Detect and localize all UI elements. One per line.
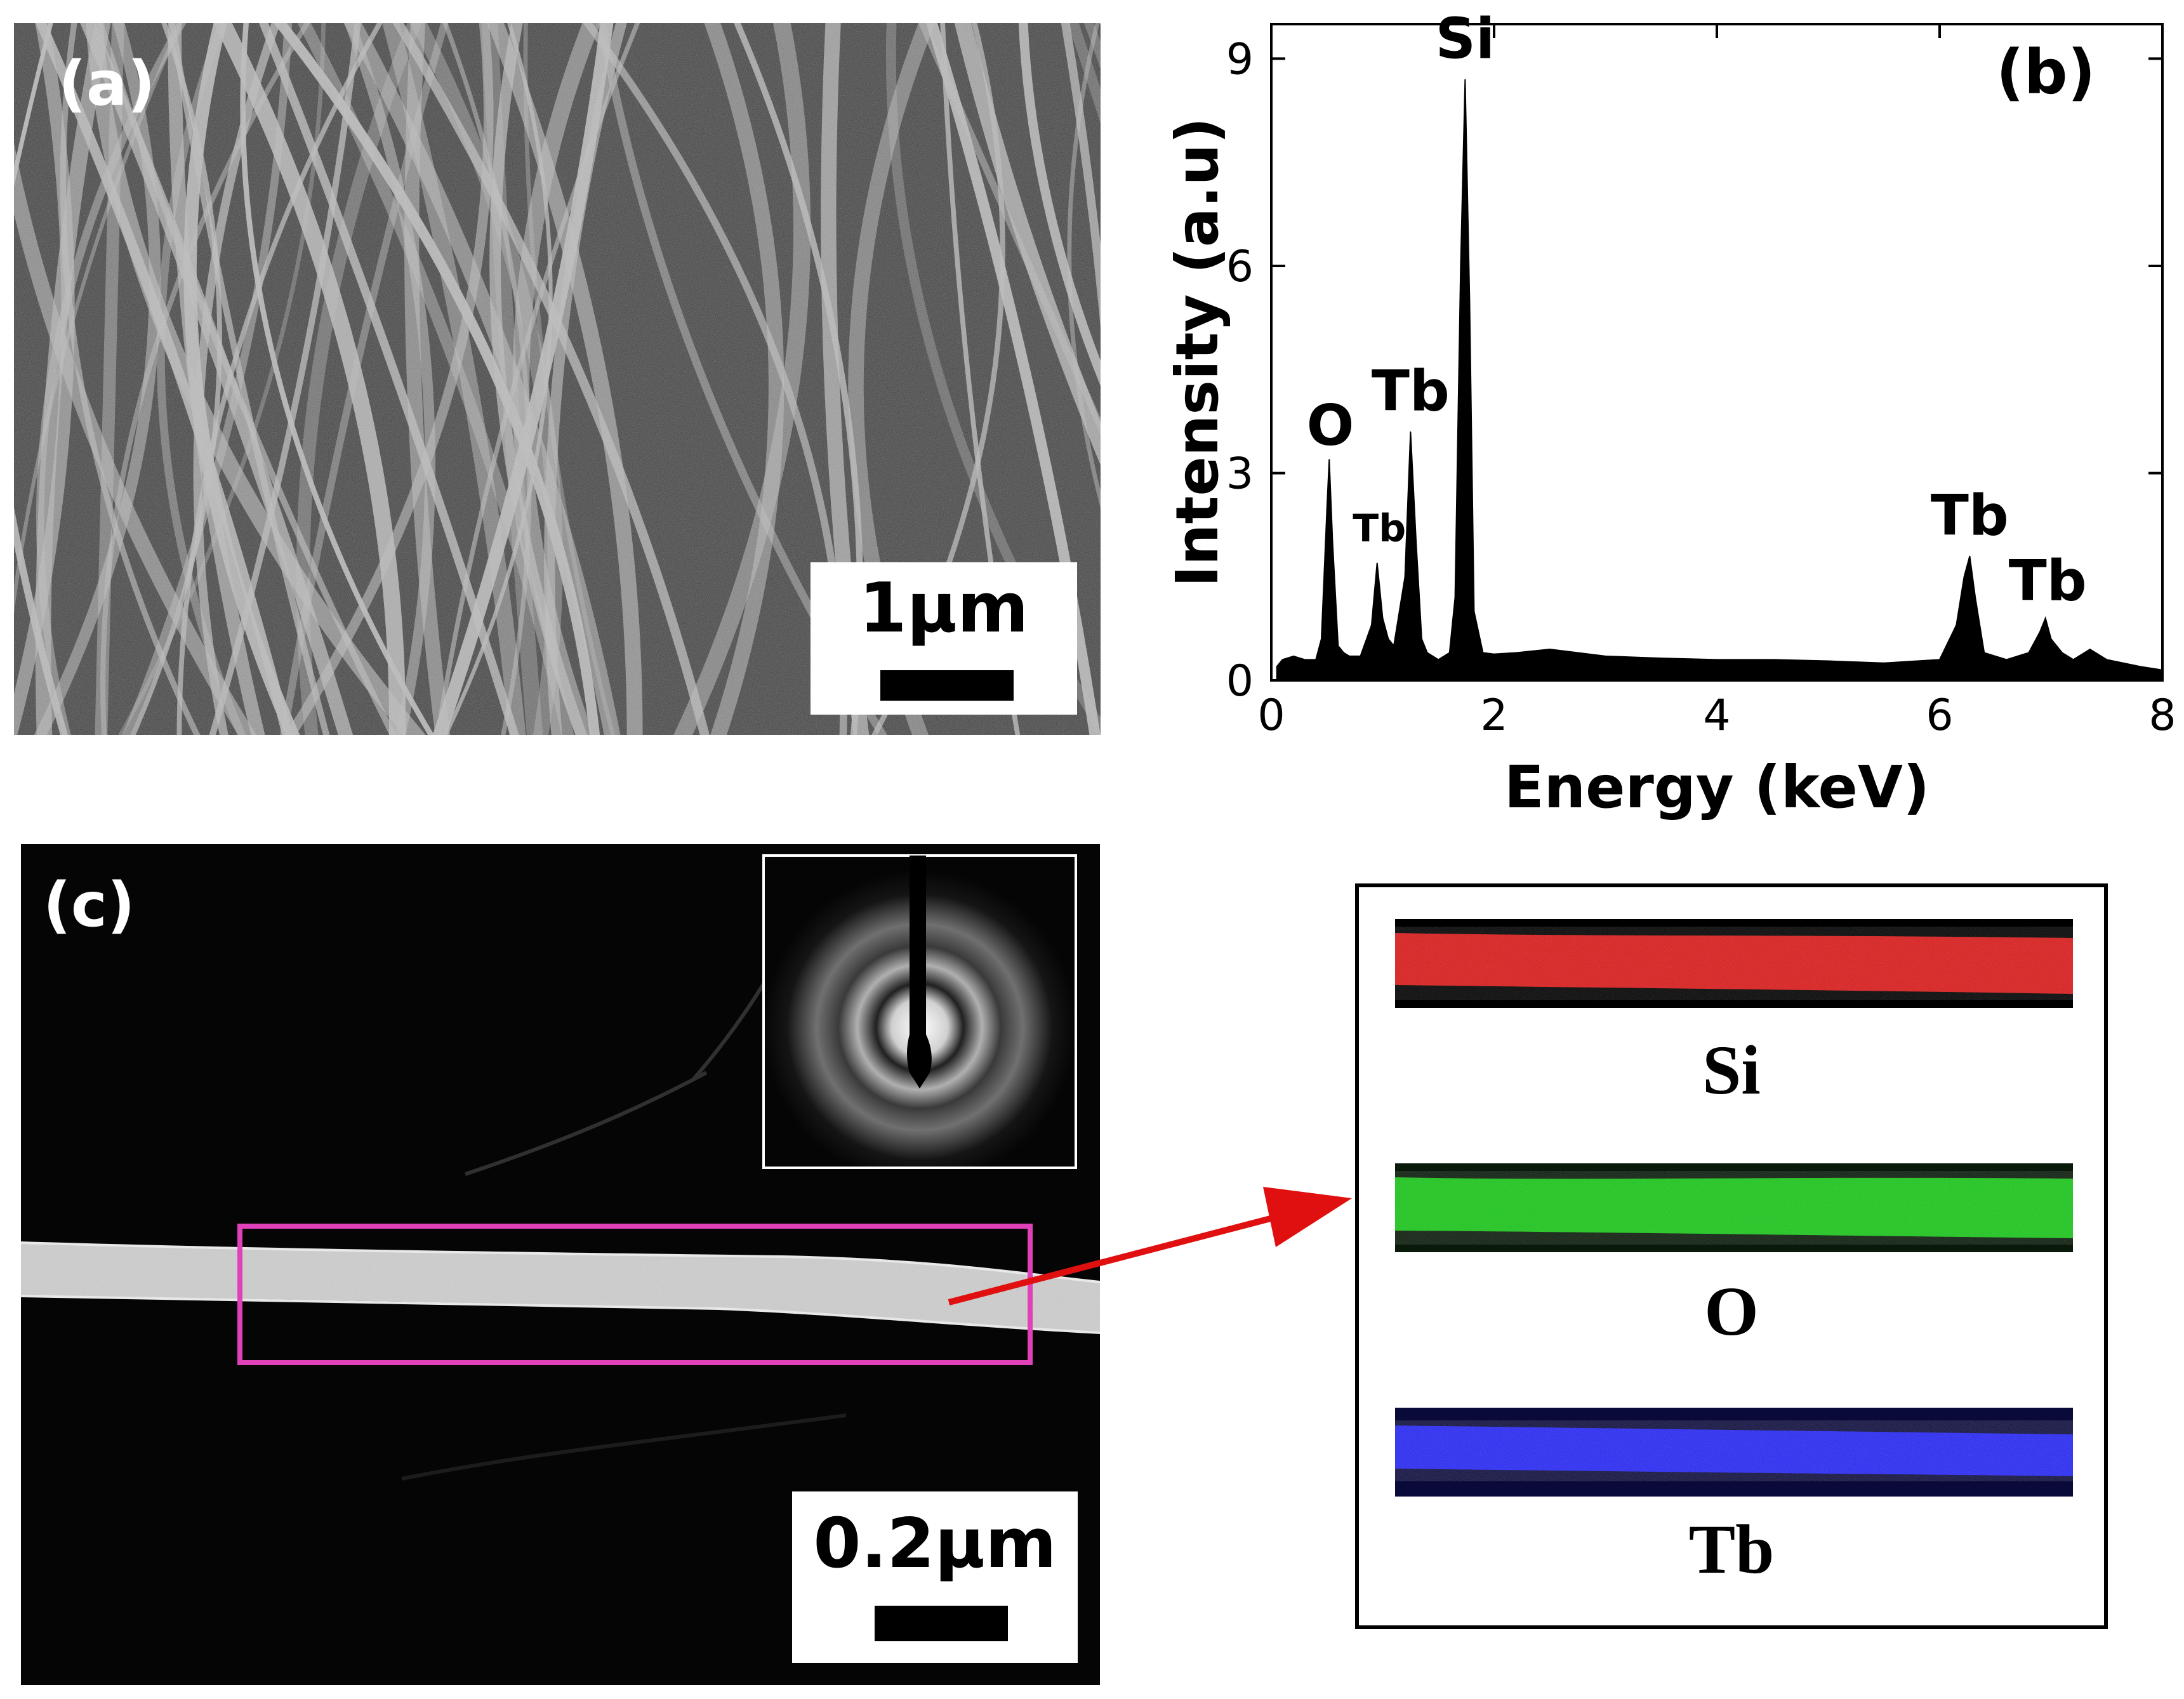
spectrum-point [1772, 659, 1773, 660]
peak-label: Tb [2009, 548, 2087, 614]
si-map-strip [1395, 919, 2073, 1008]
scale-bar-c [875, 1606, 1008, 1641]
spectrum-series [1276, 79, 2163, 681]
panel-a-label: (a) [58, 48, 156, 119]
spectrum-point [1282, 659, 1283, 660]
scale-bar-box: 1μm [811, 562, 1077, 715]
y-tick-label: 9 [1226, 34, 1254, 84]
scale-bar-label-c: 0.2μm [813, 1504, 1057, 1583]
x-axis-label: Energy (keV) [1504, 753, 1929, 821]
spectrum-point [1975, 597, 1976, 598]
sem-image-panel: (a) 1μm [14, 23, 1101, 735]
spectrum-point [2028, 652, 2029, 653]
spectrum-point [1387, 638, 1389, 640]
x-tick-label: 0 [1257, 691, 1285, 741]
tem-image-panel: (c) 0.2μm [21, 844, 1100, 1685]
peak-label: Si [1436, 6, 1495, 71]
y-axis-label: Intensity (a.u) [1163, 117, 1231, 588]
spectrum-point [1438, 659, 1439, 660]
spectrum-point [1516, 652, 1517, 653]
spectrum-point [1382, 618, 1383, 619]
spectrum-point [2039, 631, 2041, 633]
nanowire-mesh-image [14, 23, 1101, 735]
x-tick-label: 6 [1926, 691, 1953, 741]
spectrum-point [1464, 79, 1466, 80]
eds-spectrum-panel: 0 2 4 6 8 0 3 6 9 Energy (keV) Intensity (a.u) O Tb… [1136, 0, 2184, 838]
panel-c-label: (c) [43, 869, 135, 941]
spectrum-point [1969, 555, 1970, 557]
peak-label: O [1307, 393, 1354, 458]
spectrum-point [1415, 541, 1417, 543]
tb-map-strip [1395, 1408, 2073, 1497]
panel-b-label: (b) [1996, 37, 2096, 108]
si-map-label: Si [1702, 1031, 1761, 1109]
y-tick-label: 0 [1226, 656, 1254, 706]
spectrum-point [2073, 659, 2074, 660]
scale-bar [880, 670, 1014, 701]
peak-label: Tb [1372, 358, 1450, 423]
single-nanowire-image [21, 844, 1100, 1685]
y-tick-label: 3 [1226, 449, 1254, 499]
scale-bar-box-c: 0.2μm [792, 1491, 1078, 1663]
spectrum-point [2006, 659, 2007, 660]
spectrum-point [1460, 265, 1461, 267]
scale-bar-label: 1μm [859, 569, 1029, 648]
x-tick-label: 4 [1703, 691, 1730, 741]
spectrum-point [2062, 652, 2063, 653]
spectrum-point [1337, 645, 1339, 647]
o-map-strip [1395, 1163, 2073, 1252]
x-tick-label: 2 [1480, 691, 1507, 741]
o-map-label: O [1704, 1273, 1759, 1350]
elemental-maps-panel: Si O Tb [1355, 883, 2108, 1629]
spectrum-point [1983, 652, 1985, 653]
spectrum-point [2045, 618, 2046, 619]
spectrum-point [1449, 652, 1450, 653]
eds-chart: 0 2 4 6 8 0 3 6 9 Energy (keV) Intensity (a.u) O Tb… [1163, 6, 2176, 821]
spectrum-point [1549, 649, 1551, 650]
spectrum-point [1276, 666, 1278, 667]
peak-label: Tb [1353, 506, 1406, 551]
y-tick-label: 6 [1226, 242, 1254, 292]
x-tick-label: 8 [2148, 691, 2176, 741]
spectrum-point [1469, 300, 1470, 301]
peak-label: Tb [1931, 482, 2009, 548]
spectrum-point [1421, 638, 1422, 640]
spectrum-point [2089, 649, 2091, 650]
spectrum-point [1332, 541, 1334, 543]
tb-map-label: Tb [1688, 1511, 1775, 1588]
spectrum-point [1304, 659, 1306, 660]
spectrum-point [1660, 658, 1662, 659]
